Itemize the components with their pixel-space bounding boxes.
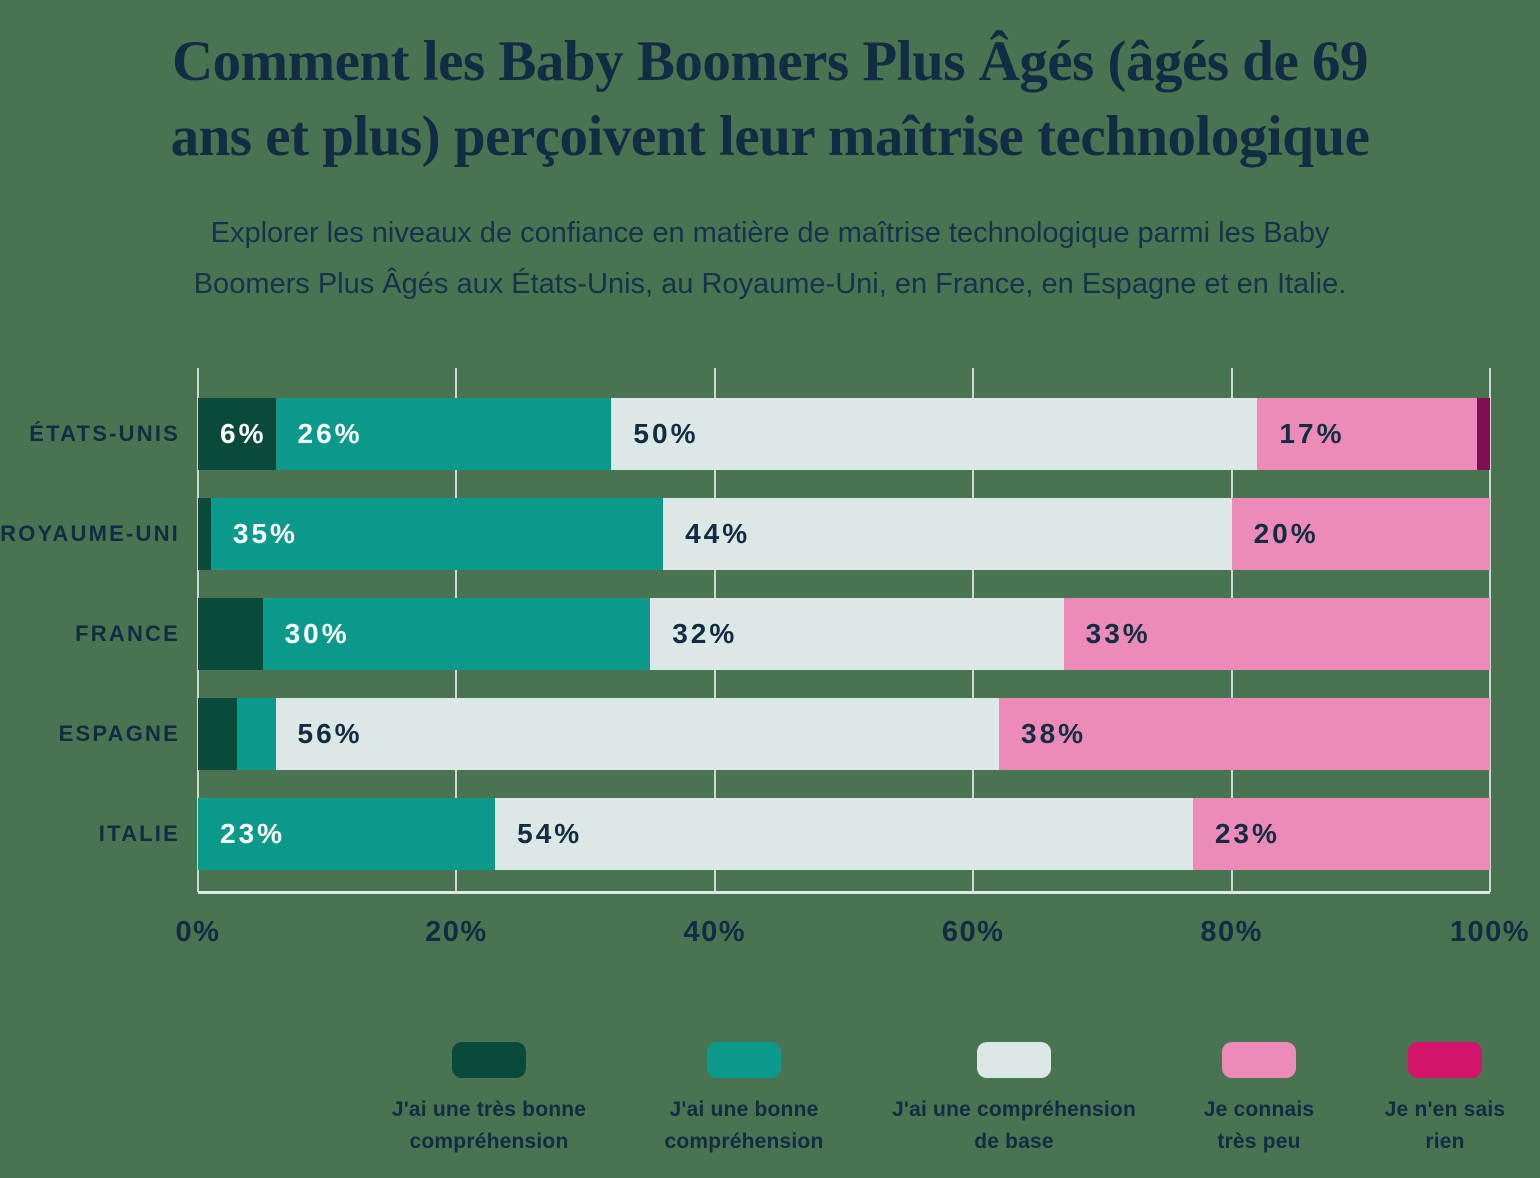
row-label: ITALIE [98,821,180,846]
bar-value-label: 23% [220,818,286,849]
bar-value-label: 44% [685,518,751,549]
bar-segment: 38% [999,698,1490,770]
bar-segment: 20% [1231,498,1490,570]
gridline-100% [1489,368,1491,892]
bar-value-label: 32% [672,618,738,649]
legend-swatch [452,1042,526,1078]
bar-segment [236,698,276,770]
x-tick-label: 0% [175,916,221,948]
x-tick-label: 20% [425,916,488,948]
bar-value-label: 35% [232,518,298,549]
x-tick-label: 40% [683,916,747,948]
bar-segment [198,698,237,770]
bar-segment [1477,398,1490,470]
bar-value-label: 30% [284,618,350,649]
legend-item: J'ai une très bonne compréhension [380,1042,598,1157]
row-label: FRANCE [75,621,180,646]
chart-title-line2: ans et plus) perçoivent leur maîtrise te… [170,105,1370,169]
bar-chart-plot-area: ÉTATS-UNIS 6% 26% 50% 17% ROYAUME-UNI 35% 44% 20… [0,368,1491,894]
bar-segment: 6% [198,398,276,470]
bar-segment: 54% [495,798,1193,870]
bar-value-label: 33% [1085,618,1151,649]
bar-segment [198,498,211,570]
x-tick-label: 100% [1449,916,1531,948]
bar-segment: 50% [611,398,1258,470]
bar-row: ESPAGNE 56% 38% [59,698,1490,770]
x-tick-label: 60% [941,916,1005,948]
legend-swatch [1222,1042,1296,1078]
row-label: ROYAUME-UNI [0,521,180,546]
bar-segment: 23% [1192,798,1490,870]
legend-label: Je connais très peu [1203,1098,1315,1153]
bar-segment: 17% [1257,398,1478,470]
bar-segment: 44% [663,498,1232,570]
legend-item: Je connais très peu [1184,1042,1334,1157]
legend-item: J'ai une bonne compréhension [644,1042,844,1157]
bar-segment [198,598,263,670]
bar-row: ITALIE 23% 54% 23% [99,798,1490,870]
bar-value-label: 54% [517,818,583,849]
x-tick-label: 80% [1200,916,1263,948]
bar-value-label: 26% [297,418,363,449]
bar-row: ÉTATS-UNIS 6% 26% 50% 17% [29,398,1490,470]
bar-segment: 26% [275,398,612,470]
chart-header: Comment les Baby Boomers Plus Âgés (âgés… [0,24,1540,310]
chart-subtitle-line1: Explorer les niveaux de confiance en mat… [210,217,1330,250]
x-axis-line [198,891,1490,894]
bar-segment: 33% [1063,598,1490,670]
row-label: ÉTATS-UNIS [29,421,180,446]
bar-row: FRANCE 30% 32% 33% [75,598,1490,670]
bar-value-label: 20% [1253,518,1319,549]
legend-label: J'ai une compréhension de base [892,1098,1136,1153]
legend-label: J'ai une très bonne compréhension [391,1098,587,1153]
legend-swatch [1408,1042,1482,1078]
chart-title: Comment les Baby Boomers Plus Âgés (âgés… [0,24,1540,174]
bar-value-label: 6% [220,418,267,449]
bar-value-label: 56% [297,718,363,749]
legend-item: J'ai une compréhension de base [890,1042,1138,1157]
bar-segment: 23% [198,798,496,870]
bar-value-label: 50% [633,418,699,449]
bar-value-label: 38% [1021,718,1087,749]
chart-title-line1: Comment les Baby Boomers Plus Âgés (âgés… [171,30,1369,93]
bar-segment: 30% [262,598,651,670]
bar-segment: 56% [275,698,1000,770]
row-label: ESPAGNE [58,721,180,746]
x-axis-tick-labels: 0% 20% 40% 60% 80% 100% [176,916,1529,956]
legend-label: Je n'en sais rien [1384,1098,1506,1153]
chart-subtitle-line2: Boomers Plus Âgés aux États-Unis, au Roy… [193,268,1347,301]
legend-item: Je n'en sais rien [1380,1042,1510,1157]
bar-value-label: 23% [1214,818,1280,849]
legend-swatch [707,1042,781,1078]
bar-segment: 35% [210,498,664,570]
legend-swatch [977,1042,1051,1078]
bar-value-label: 17% [1279,418,1345,449]
chart-subtitle: Explorer les niveaux de confiance en mat… [0,208,1540,310]
legend-label: J'ai une bonne compréhension [664,1098,824,1153]
bar-segment: 32% [650,598,1064,670]
chart-legend: J'ai une très bonne compréhension J'ai un… [380,1042,1510,1157]
bar-row: ROYAUME-UNI 35% 44% 20% [0,498,1490,570]
